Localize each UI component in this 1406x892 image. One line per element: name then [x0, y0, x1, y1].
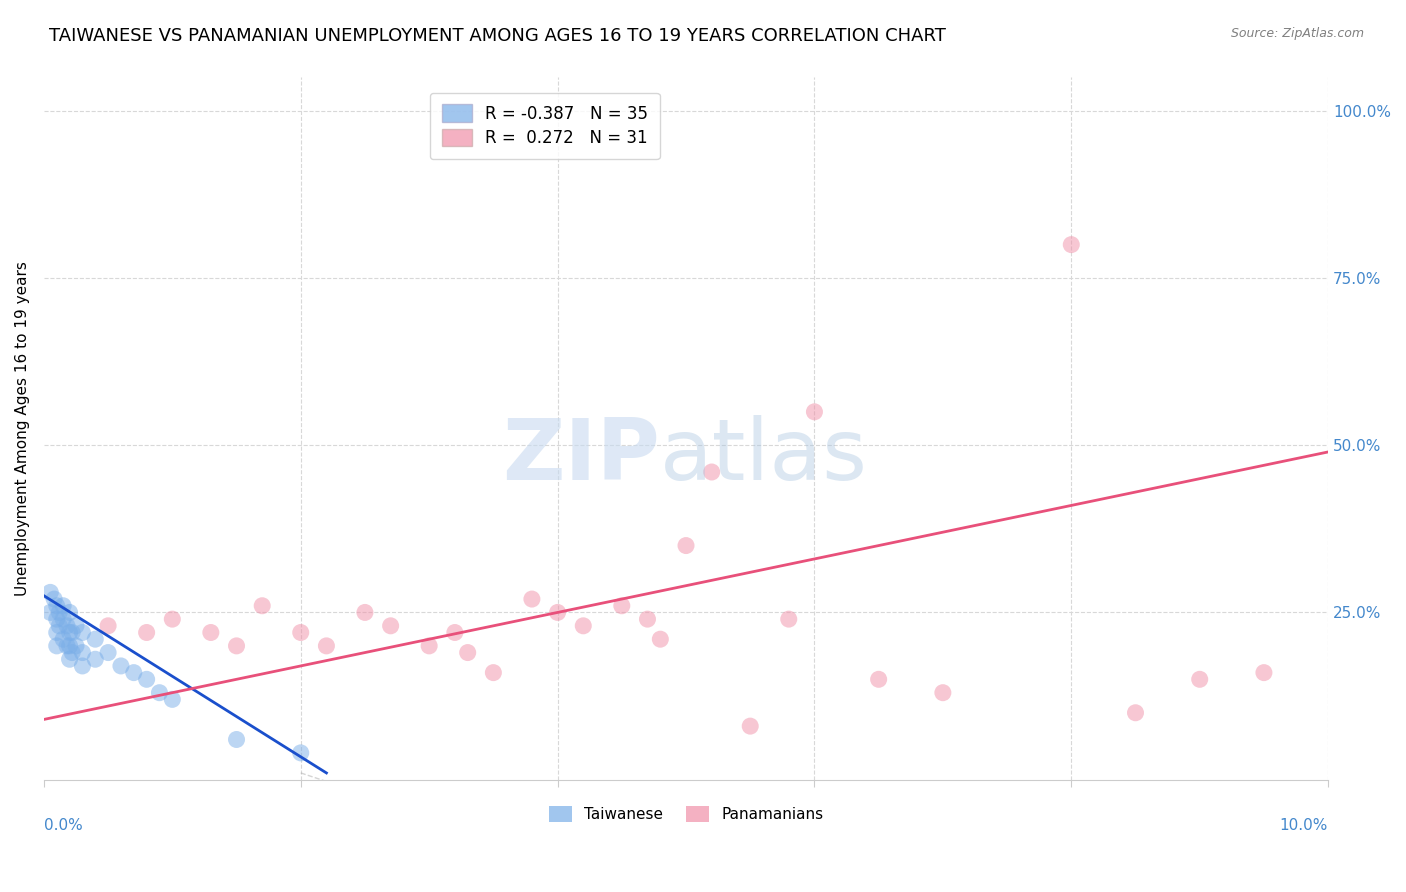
Point	[380, 619, 402, 633]
Point	[162, 692, 184, 706]
Point	[250, 599, 273, 613]
Point	[803, 405, 825, 419]
Point	[39, 585, 62, 599]
Point	[572, 619, 595, 633]
Point	[44, 592, 66, 607]
Point	[444, 625, 467, 640]
Point	[610, 599, 633, 613]
Point	[58, 652, 80, 666]
Point	[162, 612, 184, 626]
Point	[675, 539, 697, 553]
Point	[225, 732, 247, 747]
Point	[354, 606, 377, 620]
Point	[48, 606, 70, 620]
Point	[1253, 665, 1275, 680]
Point	[58, 606, 80, 620]
Point	[97, 646, 120, 660]
Point	[65, 619, 87, 633]
Point	[457, 646, 479, 660]
Point	[56, 639, 79, 653]
Point	[58, 625, 80, 640]
Point	[482, 665, 505, 680]
Point	[39, 606, 62, 620]
Point	[122, 665, 145, 680]
Text: Source: ZipAtlas.com: Source: ZipAtlas.com	[1230, 27, 1364, 40]
Point	[52, 632, 75, 647]
Point	[135, 625, 157, 640]
Point	[72, 646, 94, 660]
Point	[65, 639, 87, 653]
Point	[84, 652, 107, 666]
Point	[868, 673, 890, 687]
Point	[1060, 237, 1083, 252]
Point	[650, 632, 672, 647]
Point	[48, 619, 70, 633]
Point	[778, 612, 800, 626]
Point	[52, 599, 75, 613]
Point	[52, 612, 75, 626]
Point	[547, 606, 569, 620]
Point	[700, 465, 723, 479]
Point	[72, 659, 94, 673]
Point	[290, 746, 312, 760]
Text: TAIWANESE VS PANAMANIAN UNEMPLOYMENT AMONG AGES 16 TO 19 YEARS CORRELATION CHART: TAIWANESE VS PANAMANIAN UNEMPLOYMENT AMO…	[49, 27, 946, 45]
Point	[45, 599, 67, 613]
Point	[135, 673, 157, 687]
Point	[740, 719, 762, 733]
Text: 10.0%: 10.0%	[1279, 818, 1329, 833]
Point	[56, 619, 79, 633]
Point	[148, 686, 170, 700]
Point	[45, 625, 67, 640]
Point	[97, 619, 120, 633]
Point	[932, 686, 955, 700]
Point	[418, 639, 440, 653]
Y-axis label: Unemployment Among Ages 16 to 19 years: Unemployment Among Ages 16 to 19 years	[15, 261, 30, 596]
Point	[60, 646, 83, 660]
Point	[45, 639, 67, 653]
Point	[60, 625, 83, 640]
Point	[315, 639, 337, 653]
Point	[225, 639, 247, 653]
Point	[58, 639, 80, 653]
Legend: Taiwanese, Panamanians: Taiwanese, Panamanians	[543, 800, 830, 828]
Point	[84, 632, 107, 647]
Point	[45, 612, 67, 626]
Point	[110, 659, 132, 673]
Text: ZIP: ZIP	[502, 415, 661, 498]
Point	[290, 625, 312, 640]
Point	[520, 592, 543, 607]
Point	[1125, 706, 1147, 720]
Point	[72, 625, 94, 640]
Point	[637, 612, 659, 626]
Point	[200, 625, 222, 640]
Text: 0.0%: 0.0%	[44, 818, 83, 833]
Text: atlas: atlas	[661, 415, 869, 498]
Point	[1188, 673, 1211, 687]
